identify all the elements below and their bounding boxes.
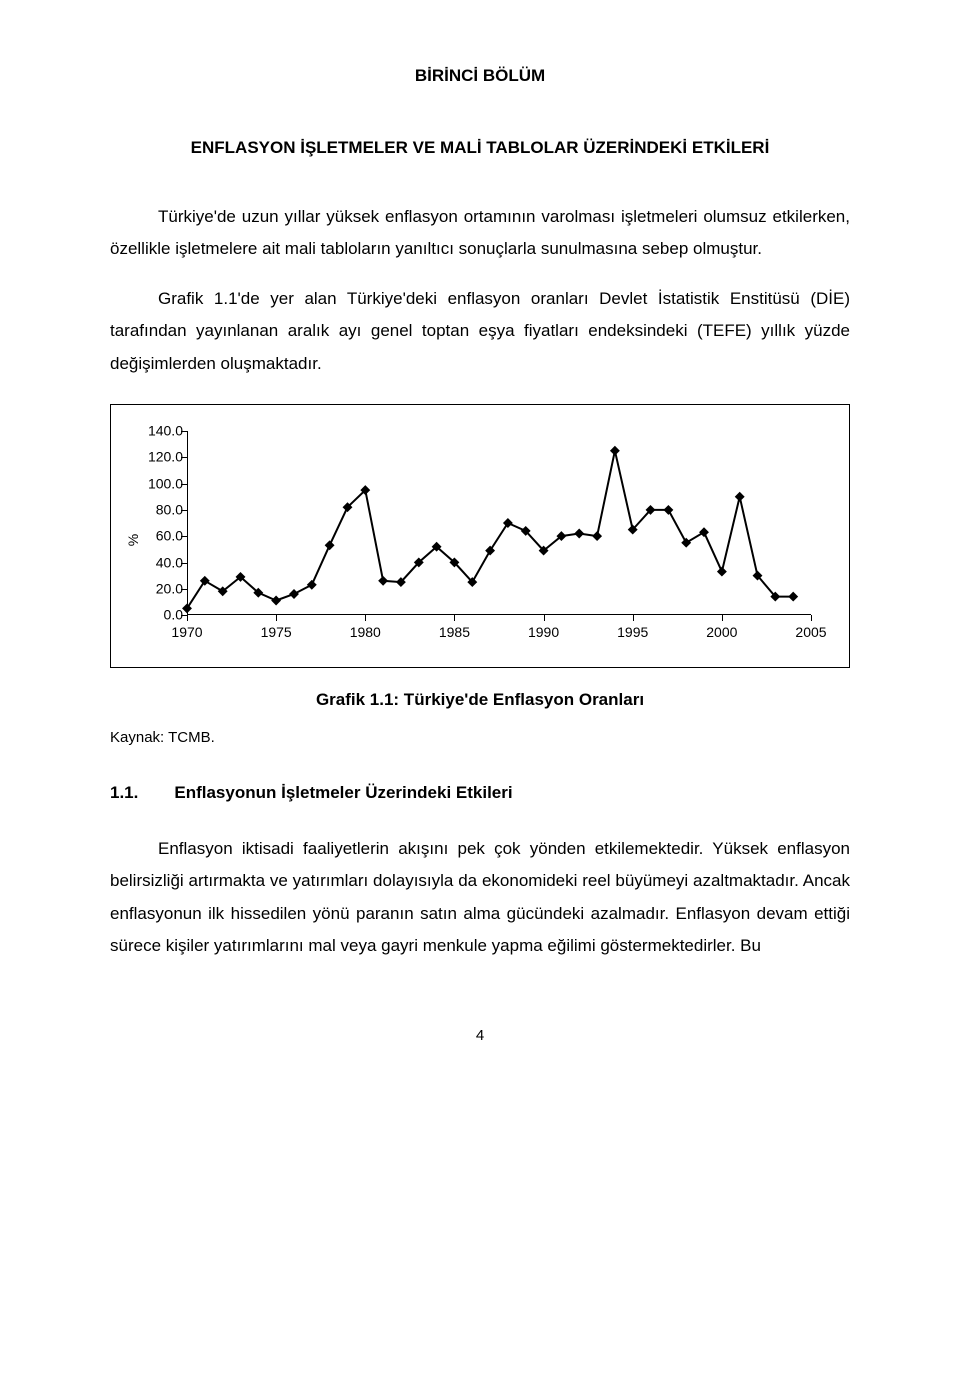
x-tick-label: 1985 xyxy=(439,619,470,646)
paragraph-3: Enflasyon iktisadi faaliyetlerin akışını… xyxy=(110,833,850,962)
x-tick-label: 2005 xyxy=(795,619,826,646)
chart-caption: Grafik 1.1: Türkiye'de Enflasyon Oranlar… xyxy=(110,684,850,716)
plot-region xyxy=(187,431,811,615)
chart-source: Kaynak: TCMB. xyxy=(110,724,850,753)
y-axis-label: % xyxy=(120,534,147,546)
chart-svg xyxy=(187,431,811,615)
x-tick-label: 1995 xyxy=(617,619,648,646)
chapter-heading: BİRİNCİ BÖLÜM xyxy=(110,60,850,92)
page-title: ENFLASYON İŞLETMELER VE MALİ TABLOLAR ÜZ… xyxy=(110,132,850,164)
x-tick-label: 1975 xyxy=(261,619,292,646)
page-number: 4 xyxy=(110,1022,850,1051)
x-tick-label: 1980 xyxy=(350,619,381,646)
y-tick-label: 120.0 xyxy=(148,444,183,471)
y-tick-label: 40.0 xyxy=(156,549,183,576)
y-tick-label: 80.0 xyxy=(156,497,183,524)
y-tick-label: 140.0 xyxy=(148,418,183,445)
y-tick-label: 60.0 xyxy=(156,523,183,550)
paragraph-1: Türkiye'de uzun yıllar yüksek enflasyon … xyxy=(110,201,850,266)
inflation-chart: % 0.020.040.060.080.0100.0120.0140.01970… xyxy=(110,404,850,668)
section-heading: 1.1. Enflasyonun İşletmeler Üzerindeki E… xyxy=(110,777,850,809)
x-tick-label: 1970 xyxy=(171,619,202,646)
paragraph-2: Grafik 1.1'de yer alan Türkiye'deki enfl… xyxy=(110,283,850,380)
chart-area: % 0.020.040.060.080.0100.0120.0140.01970… xyxy=(131,425,829,655)
section-number: 1.1. xyxy=(110,777,138,809)
x-tick-label: 2000 xyxy=(706,619,737,646)
x-tick-label: 1990 xyxy=(528,619,559,646)
y-tick-label: 100.0 xyxy=(148,470,183,497)
y-tick-label: 20.0 xyxy=(156,575,183,602)
section-title: Enflasyonun İşletmeler Üzerindeki Etkile… xyxy=(174,777,512,809)
